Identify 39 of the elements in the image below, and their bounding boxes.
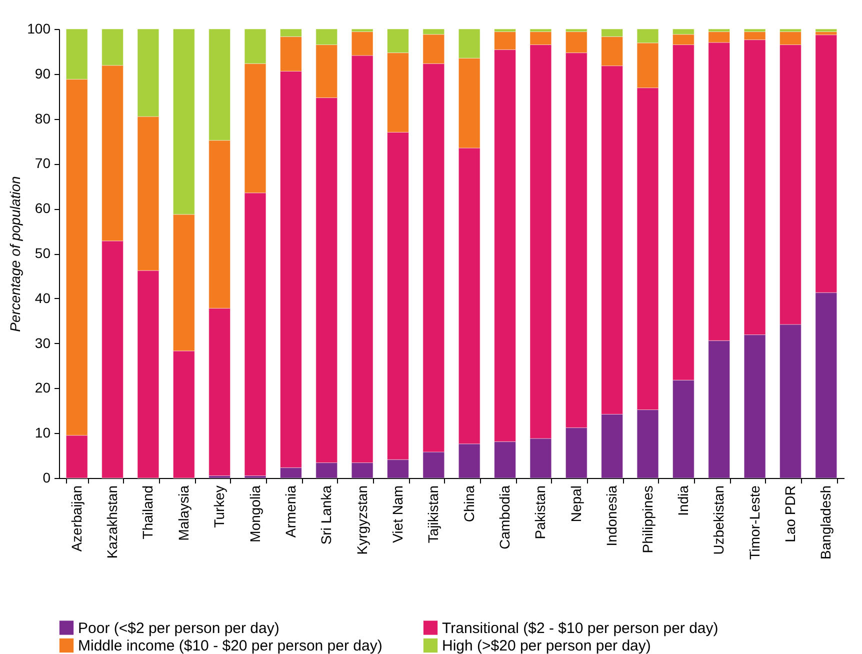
x-tick-label: Malaysia (175, 485, 192, 541)
x-tick-label: Viet Nam (389, 486, 406, 543)
x-tick-label: Mongolia (246, 485, 263, 542)
x-tick-label: Armenia (282, 485, 298, 538)
y-tick-label: 20 (34, 380, 51, 396)
y-tick-label: 10 (34, 424, 51, 441)
x-tick-label: Nepal (568, 486, 584, 522)
y-tick-label: 90 (34, 65, 51, 82)
y-tick-label: 50 (34, 245, 51, 261)
y-axis-title: Percentage of population (7, 176, 24, 332)
y-tick-label: 0 (42, 470, 51, 486)
y-tick-label: 60 (34, 200, 51, 216)
x-tick-label: Tajikistan (425, 486, 442, 544)
x-tick-label: Sri Lanka (318, 485, 334, 545)
x-tick-label: Cambodia (496, 485, 513, 550)
x-tick-label: Indonesia (604, 485, 620, 546)
x-tick-label: Pakistan (532, 486, 548, 540)
x-tick-label: Turkey (211, 486, 228, 528)
x-tick-label: China (460, 485, 477, 522)
x-tick-label: Thailand (140, 486, 156, 540)
y-tick-label: 70 (34, 155, 51, 172)
legend-label: Middle income ($10 - $20 per person per day) (78, 638, 382, 654)
x-tick-label: Uzbekistan (710, 486, 727, 555)
legend-label: High (>$20 per person per day) (442, 638, 651, 654)
y-tick-label: 40 (34, 290, 51, 306)
y-tick-label: 30 (34, 334, 51, 351)
y-tick-label: 100 (27, 20, 51, 36)
x-tick-label: India (674, 485, 691, 516)
x-tick-label: Lao PDR (782, 486, 798, 542)
legend-label: Poor (<$2 per person per day) (78, 620, 280, 637)
x-tick-label: Bangladesh (818, 486, 834, 560)
bar (815, 28, 838, 32)
x-tick-label: Azerbaijan (68, 486, 84, 552)
legend-label: Transitional ($2 - $10 per person per day) (442, 620, 718, 637)
x-tick-label: Philippines (639, 486, 656, 554)
x-tick-label: Timor-Leste (746, 485, 762, 560)
x-tick-label: Kazakhstan (104, 486, 120, 559)
y-tick-label: 80 (34, 110, 51, 126)
x-tick-label: Kyrgyzstan (354, 486, 370, 555)
